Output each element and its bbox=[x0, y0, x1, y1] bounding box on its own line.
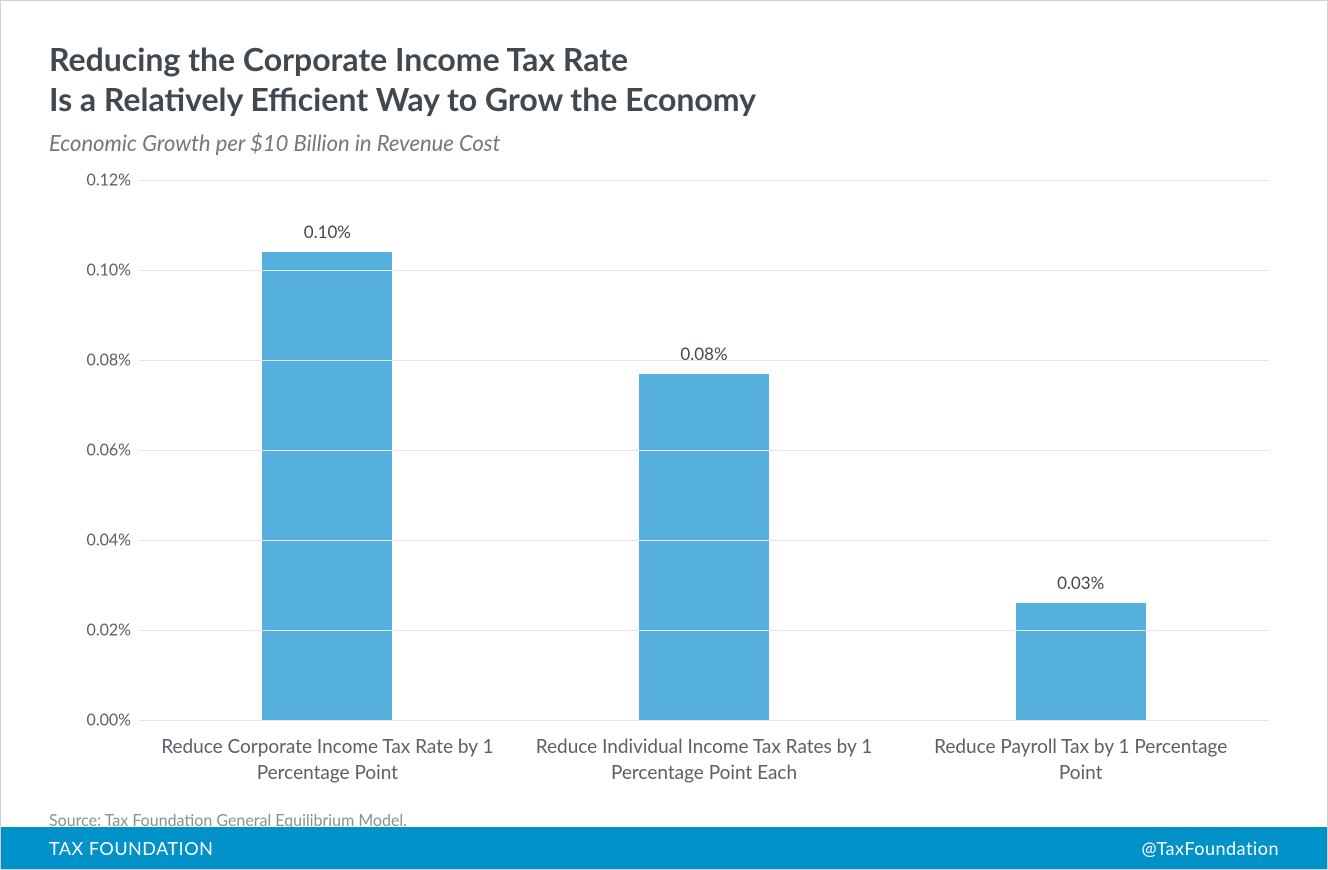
gridline bbox=[139, 450, 1269, 451]
chart-title: Reducing the Corporate Income Tax Rate I… bbox=[49, 39, 1279, 119]
gridline bbox=[139, 540, 1269, 541]
footer-brand: TAX FOUNDATION bbox=[49, 837, 213, 859]
footer-handle: @TaxFoundation bbox=[1141, 837, 1279, 859]
x-axis-category-label: Reduce Corporate Income Tax Rate by 1 Pe… bbox=[139, 734, 516, 785]
bar-value-label: 0.10% bbox=[139, 221, 516, 242]
x-axis-category-label: Reduce Individual Income Tax Rates by 1 … bbox=[516, 734, 893, 785]
title-line-1: Reducing the Corporate Income Tax Rate bbox=[49, 39, 628, 78]
bar-value-label: 0.03% bbox=[892, 572, 1269, 593]
chart-subtitle: Economic Growth per $10 Billion in Reven… bbox=[49, 129, 1279, 156]
gridline bbox=[139, 270, 1269, 271]
title-line-2: Is a Relatively Efficient Way to Grow th… bbox=[49, 79, 756, 118]
y-axis-label: 0.06% bbox=[69, 441, 131, 460]
x-axis-labels: Reduce Corporate Income Tax Rate by 1 Pe… bbox=[139, 734, 1269, 785]
footer-bar: TAX FOUNDATION @TaxFoundation bbox=[1, 827, 1327, 869]
y-axis-label: 0.04% bbox=[69, 531, 131, 550]
chart-plot-area: 0.10%0.08%0.03% 0.00%0.02%0.04%0.06%0.08… bbox=[69, 180, 1269, 720]
y-axis-label: 0.10% bbox=[69, 261, 131, 280]
y-axis-label: 0.12% bbox=[69, 171, 131, 190]
chart-container: Reducing the Corporate Income Tax Rate I… bbox=[1, 1, 1327, 785]
bar bbox=[639, 374, 769, 721]
y-axis-label: 0.00% bbox=[69, 711, 131, 730]
bar bbox=[262, 252, 392, 720]
x-axis-category-label: Reduce Payroll Tax by 1 Percentage Point bbox=[892, 734, 1269, 785]
bar bbox=[1016, 603, 1146, 720]
y-axis-label: 0.02% bbox=[69, 621, 131, 640]
gridline bbox=[139, 630, 1269, 631]
gridline bbox=[139, 720, 1269, 721]
y-axis-label: 0.08% bbox=[69, 351, 131, 370]
gridline bbox=[139, 180, 1269, 181]
gridline bbox=[139, 360, 1269, 361]
plot-region: 0.10%0.08%0.03% bbox=[139, 180, 1269, 720]
